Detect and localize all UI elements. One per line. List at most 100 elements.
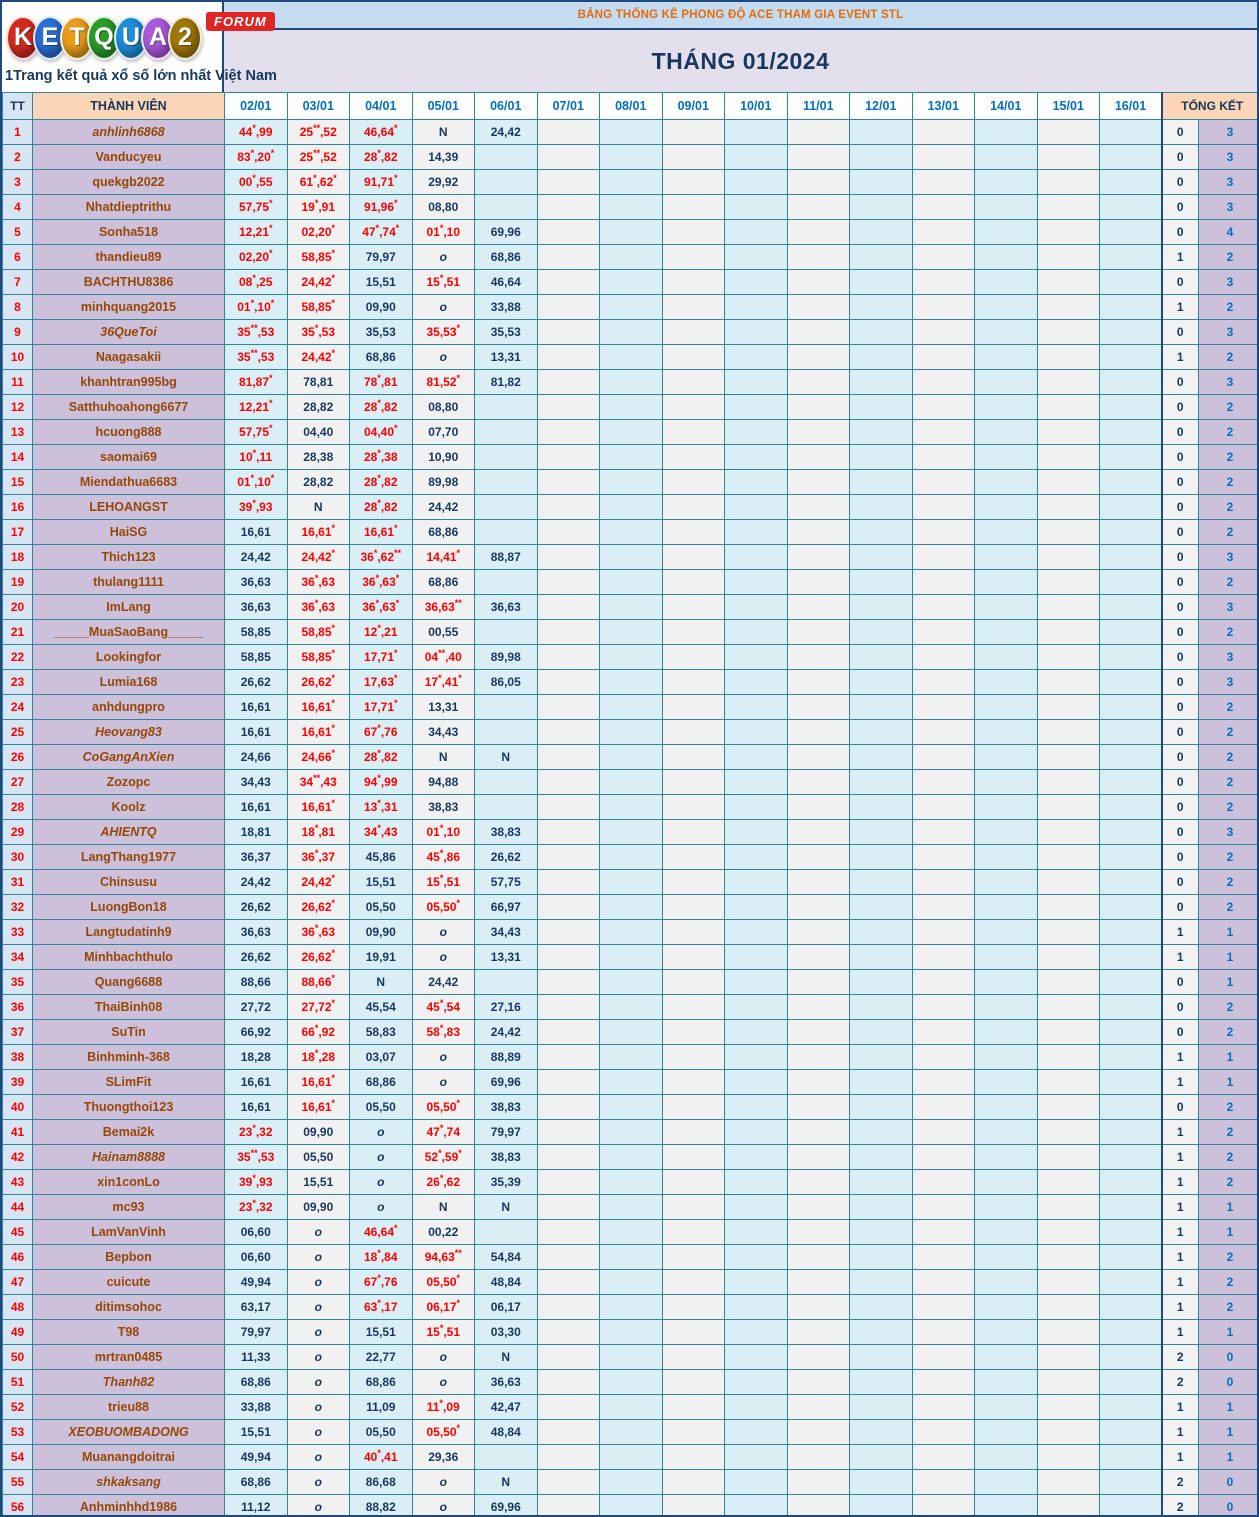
date-cell: 28*,38 <box>349 444 413 470</box>
date-cell <box>786 444 850 470</box>
table-row: 56 Anhminhhd1986 11,12 o 88,82 o 69,96 2 0 <box>2 1494 1257 1515</box>
date-cell <box>911 1069 975 1095</box>
date-cell: 54,84 <box>474 1244 538 1270</box>
table-row: 23 Lumia168 26,62 26,62* 17,63* 17*,41* 86,05 0… <box>2 669 1257 695</box>
date-cell <box>1036 1094 1100 1120</box>
date-cell <box>1099 1444 1163 1470</box>
date-cell: 09,90 <box>286 1194 350 1220</box>
date-cell <box>786 794 850 820</box>
date-cell <box>849 819 913 845</box>
summary-miss-count: 0 <box>1161 719 1199 745</box>
summary-total: 0 <box>1197 1344 1257 1370</box>
date-cell <box>599 1144 663 1170</box>
date-cell <box>724 1069 788 1095</box>
date-cell <box>849 144 913 170</box>
row-number: 20 <box>2 594 33 620</box>
date-cell <box>661 1194 725 1220</box>
table-row: 28 Koolz 16,61 16,61* 13*,31 38,83 0 2 <box>2 794 1257 820</box>
date-cell <box>599 169 663 195</box>
date-cell <box>599 569 663 595</box>
date-cell: 38,83 <box>474 1144 538 1170</box>
summary-total: 1 <box>1197 919 1257 945</box>
table-row: 37 SuTin 66,92 66*,92 58,83 58*,83 24,42 0 2 <box>2 1019 1257 1045</box>
date-cell <box>849 1044 913 1070</box>
date-cell <box>661 819 725 845</box>
date-cell <box>1099 1369 1163 1395</box>
date-cell: 29,92 <box>411 169 475 195</box>
date-cell <box>724 269 788 295</box>
date-cell <box>599 769 663 795</box>
member-name: Zozopc <box>32 769 225 795</box>
date-cell <box>974 169 1038 195</box>
date-cell <box>786 1444 850 1470</box>
date-cell <box>1036 1444 1100 1470</box>
date-cell <box>536 269 600 295</box>
date-cell <box>1036 644 1100 670</box>
date-cell <box>661 544 725 570</box>
date-cell <box>1036 1244 1100 1270</box>
date-cell: 06,17 <box>474 1294 538 1320</box>
date-cell <box>849 1094 913 1120</box>
table-row: 1 anhlinh6868 44*,99 25**,52 46,64* N 24,42 0 3 <box>2 119 1257 145</box>
summary-miss-count: 1 <box>1161 1319 1199 1345</box>
date-cell <box>1099 1394 1163 1420</box>
date-cell <box>536 1344 600 1370</box>
summary-miss-count: 0 <box>1161 819 1199 845</box>
date-cell <box>974 969 1038 995</box>
date-cell <box>1036 119 1100 145</box>
date-cell <box>974 644 1038 670</box>
date-cell <box>1036 794 1100 820</box>
summary-total: 1 <box>1197 1069 1257 1095</box>
date-cell <box>974 994 1038 1020</box>
date-cell <box>1099 319 1163 345</box>
date-cell: 29,36 <box>411 1444 475 1470</box>
date-cell <box>911 969 975 995</box>
top-banner-area: K E T Q U A 2 FORUM 1Trang kết quả xổ số lớn nh… <box>2 2 1257 92</box>
date-cell: 46,64 <box>474 269 538 295</box>
logo-letter: 2 <box>168 15 202 60</box>
date-cell <box>786 844 850 870</box>
date-cell <box>974 1044 1038 1070</box>
date-cell <box>786 1194 850 1220</box>
summary-total: 3 <box>1197 644 1257 670</box>
date-cell <box>849 119 913 145</box>
date-cell <box>599 1169 663 1195</box>
summary-miss-count: 0 <box>1161 594 1199 620</box>
date-cell: 45,86 <box>349 844 413 870</box>
date-cell <box>661 894 725 920</box>
site-logo: K E T Q U A 2 FORUM 1Trang kết quả xổ số lớn nh… <box>2 2 277 92</box>
date-cell <box>1036 1369 1100 1395</box>
row-number: 39 <box>2 1069 33 1095</box>
date-cell <box>911 494 975 520</box>
date-cell <box>974 269 1038 295</box>
summary-total: 2 <box>1197 1019 1257 1045</box>
date-cell: 24,42* <box>286 869 350 895</box>
date-cell <box>536 1319 600 1345</box>
date-cell <box>1099 369 1163 395</box>
table-row: 54 Muanangdoitrai 49,94 o 40*,41 29,36 1 1 <box>2 1444 1257 1470</box>
row-number: 11 <box>2 369 33 395</box>
date-cell <box>849 369 913 395</box>
date-cell <box>849 1394 913 1420</box>
date-cell <box>724 1494 788 1515</box>
summary-miss-count: 0 <box>1161 844 1199 870</box>
date-cell: 35,39 <box>474 1169 538 1195</box>
date-cell <box>599 794 663 820</box>
table-row: 3 quekgb2022 00*,55 61*,62* 91,71* 29,92 0 3 <box>2 169 1257 195</box>
date-cell: 35**,53 <box>224 319 288 345</box>
date-cell <box>1099 644 1163 670</box>
date-cell <box>849 469 913 495</box>
date-cell: 34*,43 <box>349 819 413 845</box>
date-cell <box>911 1094 975 1120</box>
date-cell: 24,42* <box>286 344 350 370</box>
date-cell: o <box>349 1194 413 1220</box>
summary-miss-count: 1 <box>1161 1244 1199 1270</box>
table-row: 32 LuongBon18 26,62 26,62* 05,50 05,50* 66,97 0… <box>2 894 1257 920</box>
date-cell <box>599 369 663 395</box>
date-cell <box>724 294 788 320</box>
summary-miss-count: 0 <box>1161 894 1199 920</box>
date-cell <box>661 1094 725 1120</box>
date-cell: 68,86 <box>411 519 475 545</box>
table-row: 33 Langtudatinh9 36,63 36*,63 09,90 o 34,43 1 1 <box>2 919 1257 945</box>
date-cell <box>599 194 663 220</box>
